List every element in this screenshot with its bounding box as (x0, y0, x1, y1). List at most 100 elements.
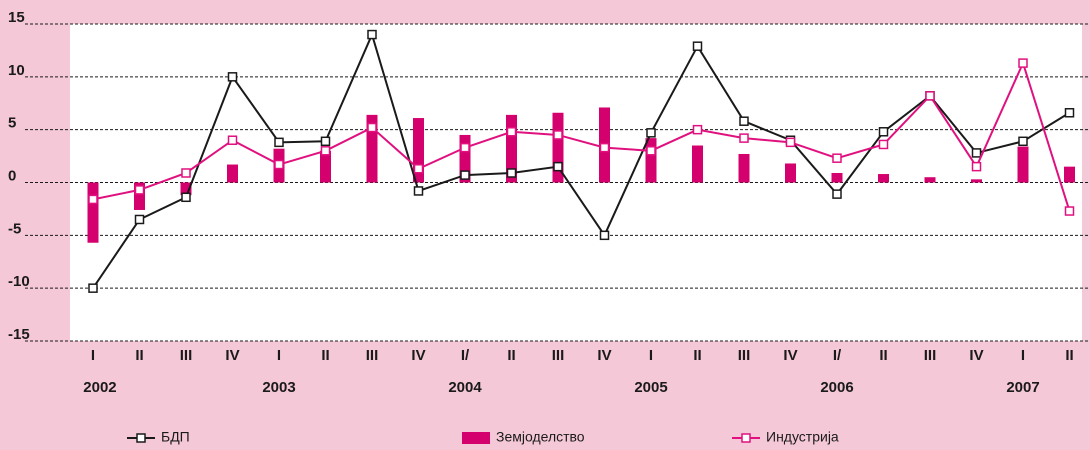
bar (180, 182, 192, 196)
marker (1018, 136, 1028, 147)
legend-label: Земјоделство (496, 429, 585, 445)
x-tick-label: III (180, 347, 193, 364)
y-tick-label: -5 (8, 220, 21, 237)
bar (134, 182, 145, 210)
marker (692, 124, 703, 135)
x-tick-label: I/ (833, 347, 842, 364)
x-tick-label: I (649, 347, 653, 364)
marker (599, 230, 610, 241)
marker (506, 127, 517, 137)
marker (1018, 58, 1028, 68)
year-label: 2004 (448, 379, 482, 396)
marker (134, 185, 145, 195)
x-tick-label: II (135, 347, 143, 364)
marker (832, 153, 842, 163)
bar (785, 163, 796, 183)
marker (460, 142, 470, 153)
marker (599, 142, 610, 153)
bar (506, 114, 517, 183)
marker (878, 127, 889, 137)
year-label: 2006 (820, 379, 853, 396)
marker (553, 130, 563, 140)
bar (692, 145, 703, 183)
marker (181, 168, 191, 178)
year-label: 2005 (634, 379, 667, 396)
marker (832, 189, 842, 199)
x-tick-label: III (552, 347, 565, 364)
year-label: 2007 (1006, 379, 1039, 396)
bar (1017, 146, 1029, 183)
marker (1064, 206, 1075, 216)
bar (878, 174, 889, 183)
x-tick-label: I (91, 347, 95, 364)
line (92, 60, 1071, 212)
marker (971, 148, 982, 158)
marker (88, 194, 98, 205)
x-tick-label: IV (225, 347, 239, 364)
marker (739, 133, 749, 143)
marker (692, 41, 703, 51)
bar (87, 182, 99, 243)
bar (227, 164, 238, 183)
marker (134, 214, 145, 225)
legend-label: Индустрија (766, 429, 839, 445)
y-tick-label: 5 (8, 115, 16, 132)
bar (413, 118, 424, 183)
marker (878, 139, 889, 150)
marker (1064, 108, 1075, 118)
bar (320, 150, 331, 183)
x-tick-label: II (879, 347, 887, 364)
bar (971, 179, 982, 183)
bar (924, 177, 936, 183)
bar (552, 112, 564, 183)
bar (459, 134, 471, 183)
y-tick-label: -10 (8, 273, 30, 290)
y-tick-label: 0 (8, 167, 16, 184)
marker (274, 159, 284, 170)
marker (320, 136, 331, 147)
marker (367, 29, 377, 40)
marker (785, 137, 796, 148)
bar (1064, 166, 1075, 183)
x-tick-label: I (1021, 347, 1025, 364)
x-tick-label: III (738, 347, 751, 364)
marker (460, 170, 470, 180)
x-tick-label: III (924, 347, 937, 364)
marker (646, 128, 656, 138)
y-tick-label: 10 (8, 62, 25, 79)
marker (181, 192, 191, 203)
line (92, 31, 1071, 289)
x-tick-label: IV (783, 347, 797, 364)
marker (227, 135, 238, 145)
bar (645, 138, 657, 183)
marker (739, 116, 749, 126)
bar (738, 153, 750, 183)
x-tick-label: II (693, 347, 701, 364)
legend-marker (741, 433, 751, 443)
y-tick-label: -15 (8, 326, 30, 343)
marker (367, 122, 377, 133)
x-tick-label: II (321, 347, 329, 364)
x-tick-label: II (1065, 347, 1073, 364)
x-tick-label: I/ (461, 347, 470, 364)
x-tick-label: IV (597, 347, 611, 364)
y-tick-label: 15 (8, 9, 25, 26)
marker (971, 161, 982, 172)
marker (646, 146, 656, 156)
bar (366, 114, 378, 183)
marker (413, 164, 424, 174)
x-tick-label: IV (969, 347, 983, 364)
marker (506, 168, 517, 178)
marker (320, 146, 331, 156)
legend-label: БДП (161, 429, 190, 445)
bar (831, 172, 843, 183)
legend-marker (136, 433, 146, 443)
marker (274, 137, 284, 148)
marker (925, 91, 935, 101)
year-label: 2002 (83, 379, 116, 396)
x-tick-label: III (366, 347, 379, 364)
marker (227, 72, 238, 82)
legend-swatch (462, 432, 490, 444)
x-tick-label: I (277, 347, 281, 364)
